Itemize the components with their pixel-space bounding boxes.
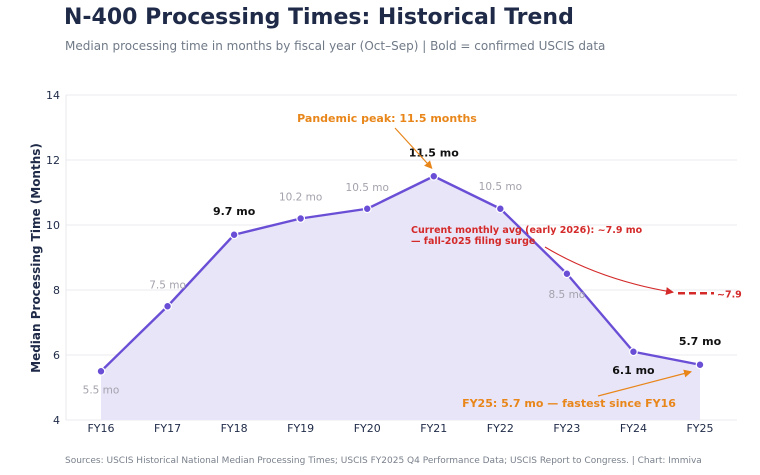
y-tick-label: 6 [53,349,60,362]
current-avg-arrow [544,246,674,296]
x-tick-label: FY18 [221,422,248,435]
pandemic-peak-annotation: Pandemic peak: 11.5 months [297,112,477,125]
data-point-fy25 [695,360,705,370]
y-axis-label: Median Processing Time (Months) [29,143,43,373]
x-tick-label: FY25 [686,422,713,435]
data-point-fy16 [96,366,106,376]
data-point-fy20 [362,204,372,214]
source-footer: Sources: USCIS Historical National Media… [65,456,702,466]
data-point-fy23 [562,269,572,279]
fy25-arrow [597,369,692,397]
area-fill [101,176,700,420]
data-point-fy18 [229,230,239,240]
data-label-fy17: 7.5 mo [149,279,186,291]
x-tick-label: FY23 [553,422,580,435]
series-polyline [100,175,701,373]
data-label-fy25: 5.7 mo [679,335,722,348]
y-tick-label: 12 [46,154,60,167]
data-point-fy24 [629,347,638,357]
data-point-fy17 [163,301,172,311]
annotations: Pandemic peak: 11.5 months FY25: 5.7 mo … [297,112,742,410]
current-avg-value-label: ~7.9 [717,289,742,300]
x-tick-label: FY22 [487,422,514,435]
y-tick-label: 10 [46,219,60,232]
data-point-fy22 [495,204,505,214]
data-labels: 5.5 mo 7.5 mo 9.7 mo 10.2 mo 10.5 mo 11.5 mo 1… [83,146,722,396]
x-tick-label: FY19 [287,422,314,435]
pandemic-peak-arrow [394,127,433,169]
data-point-fy21 [429,171,439,181]
axes: 4 6 8 10 12 14 FY16 FY17 FY18 FY19 FY20 FY21 FY22 FY2… [46,89,714,435]
y-tick-label: 8 [53,284,60,297]
data-label-fy18: 9.7 mo [213,205,256,218]
data-label-fy24: 6.1 mo [612,364,655,377]
chart-subtitle: Median processing time in months by fisc… [65,39,606,53]
data-label-fy19: 10.2 mo [279,192,322,204]
area-fill-path [101,176,700,420]
x-tick-label: FY20 [354,422,381,435]
x-tick-label: FY16 [87,422,114,435]
data-label-fy20: 10.5 mo [346,182,389,194]
chart-title: N-400 Processing Times: Historical Trend [64,5,574,30]
data-label-fy21: 11.5 mo [409,146,459,159]
series-line [100,175,701,373]
data-label-fy22: 10.5 mo [479,181,522,193]
y-tick-label: 4 [53,414,60,427]
x-tick-label: FY21 [420,422,447,435]
data-label-fy23: 8.5 mo [549,289,586,301]
data-points [96,171,705,376]
x-tick-label: FY17 [154,422,181,435]
y-tick-label: 14 [46,89,60,102]
data-point-fy19 [296,214,306,223]
current-avg-annotation-line2: — fall-2025 filing surge [411,236,535,247]
data-label-fy16: 5.5 mo [83,384,120,396]
x-tick-label: FY24 [620,422,647,435]
current-avg-annotation-line1: Current monthly avg (early 2026): ~7.9 m… [411,225,643,236]
fy25-annotation: FY25: 5.7 mo — fastest since FY16 [462,397,676,410]
